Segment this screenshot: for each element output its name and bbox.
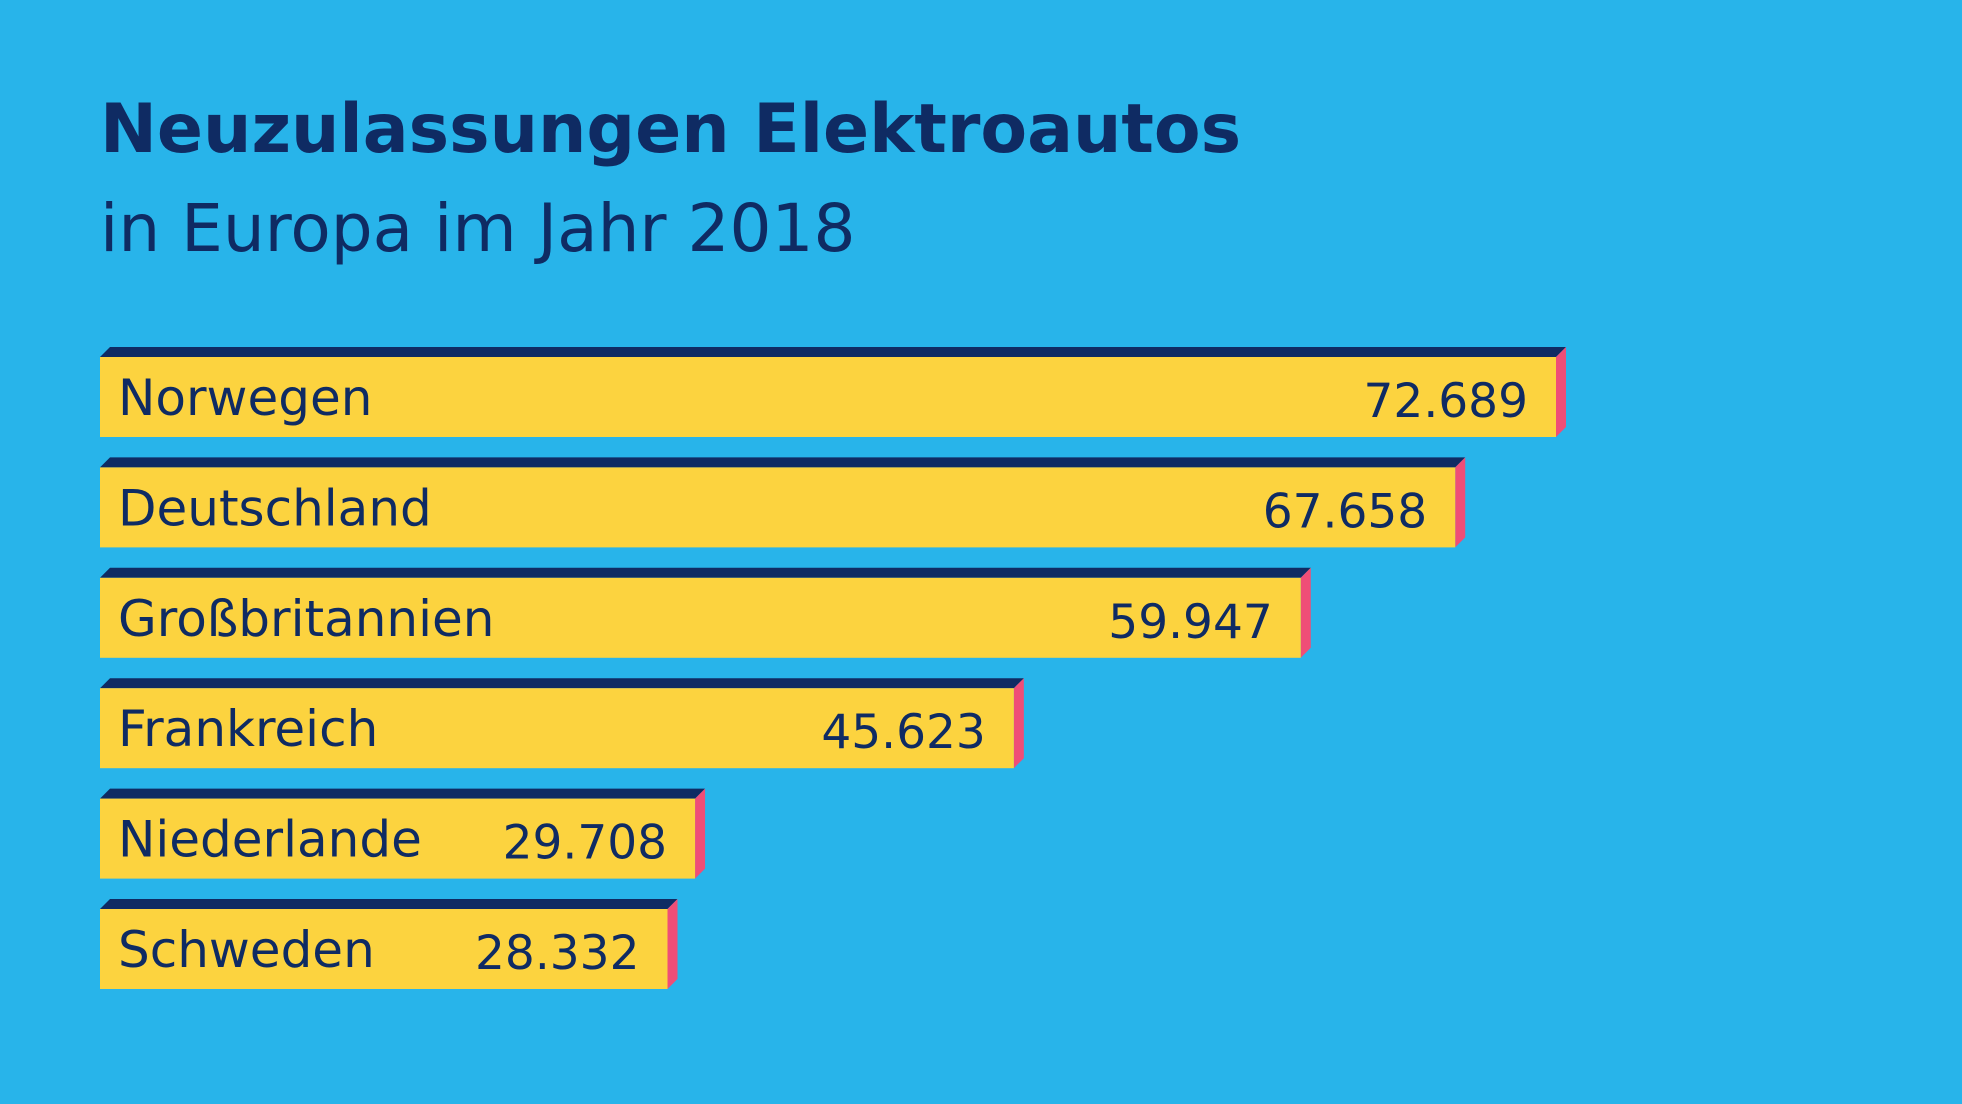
bar-side-edge [667,899,678,989]
chart-subtitle: in Europa im Jahr 2018 [100,190,856,267]
bar [100,688,1014,769]
bar-side-edge [1013,678,1024,769]
bar-group: Großbritannien 59.947 [100,567,1311,658]
bar-category-label: Frankreich [118,700,378,758]
bar-category-label: Niederlande [118,811,422,869]
bar [100,798,696,879]
bar-top-edge [100,788,706,799]
bar-value-label: 45.623 [821,705,985,760]
bar [100,357,1556,437]
bar-group: Deutschland 67.658 [100,457,1466,548]
bar-group: Norwegen 72.689 [100,347,1566,437]
bar-value-label: 67.658 [1263,484,1427,539]
bar-value-label: 72.689 [1364,374,1528,429]
bar-category-label: Norwegen [118,369,372,427]
bar-category-label: Schweden [118,921,375,979]
bar-top-edge [100,347,1566,357]
bar-group: Schweden 28.332 [100,899,678,989]
bar [100,909,668,989]
bar-top-edge [100,457,1466,468]
bar-value-label: 28.332 [475,926,639,981]
bar-value-label: 59.947 [1108,595,1272,650]
bar-top-edge [100,567,1311,578]
bar-side-edge [1556,347,1566,437]
bar-side-edge [1455,457,1466,548]
bar-category-label: Großbritannien [118,590,494,648]
bar [100,467,1456,548]
bar-side-edge [1300,567,1311,658]
chart-title: Neuzulassungen Elektroautos [100,90,1242,169]
bar-top-edge [100,678,1024,689]
bar-top-edge [100,899,678,909]
bar [100,577,1301,658]
bar-side-edge [695,788,706,879]
bar-category-label: Deutschland [118,479,432,537]
bar-group: Niederlande 29.708 [100,788,706,879]
bar-group: Frankreich 45.623 [100,678,1024,769]
bar-value-label: 29.708 [503,816,667,871]
